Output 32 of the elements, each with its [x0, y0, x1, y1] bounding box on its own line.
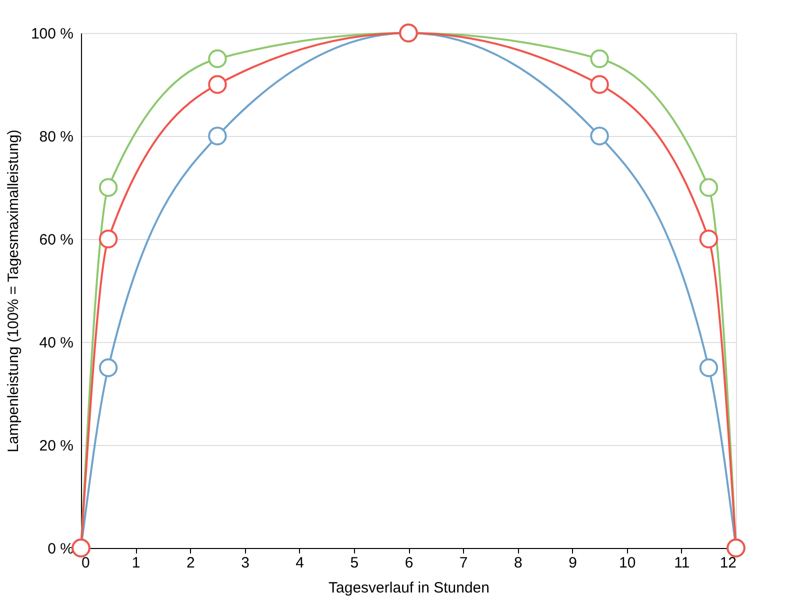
x-tick-label: 6: [404, 554, 414, 572]
y-tick-label: 40 %: [39, 334, 74, 352]
x-tick-label: 4: [296, 554, 304, 572]
x-tick-label: 5: [350, 554, 359, 572]
x-tick-label: 1: [132, 554, 140, 572]
point: [208, 126, 227, 146]
x-axis-title: Tagesverlauf in Stunden: [328, 580, 490, 596]
point: [98, 358, 118, 378]
point: [699, 358, 718, 378]
y-tick-label: 80 %: [39, 128, 74, 146]
y-tick-label: 100 %: [30, 26, 74, 42]
point: [699, 178, 718, 197]
x-tick-label: 8: [514, 554, 522, 572]
x-tick-label: 0: [82, 554, 90, 572]
point: [208, 75, 227, 94]
x-tick-label: 11: [674, 554, 690, 572]
point: [98, 178, 118, 197]
y-axis-title: Lampenleistung (100% = Tagesmaximalleistung): [4, 130, 22, 452]
x-tick-label: 2: [186, 554, 195, 572]
point: [98, 230, 118, 248]
x-tick-label: 10: [618, 554, 636, 572]
x-tick-label: 7: [459, 554, 468, 572]
y-tick-label: 60 %: [39, 232, 74, 248]
point: [590, 75, 609, 94]
point: [699, 230, 718, 248]
y-tick-label: 20 %: [39, 438, 74, 454]
x-tick-label: 9: [568, 554, 577, 572]
x-tick-label: 12: [720, 554, 736, 572]
x-tick-label: 3: [241, 554, 250, 572]
point: [590, 49, 609, 68]
point: [590, 126, 609, 146]
point: [208, 49, 227, 68]
